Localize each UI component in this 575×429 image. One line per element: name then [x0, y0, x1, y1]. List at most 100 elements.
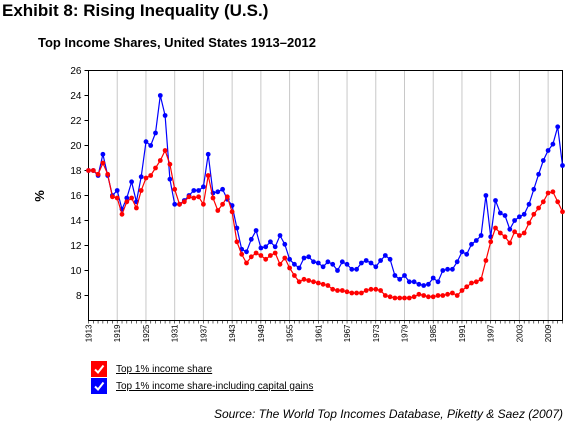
data-point — [153, 130, 158, 136]
data-point — [406, 279, 412, 285]
data-point — [162, 148, 168, 153]
x-tick-label: 1973 — [372, 324, 381, 342]
data-point — [124, 195, 130, 201]
data-point — [430, 294, 436, 300]
data-point — [311, 259, 316, 265]
data-point — [215, 189, 221, 195]
data-point — [148, 143, 154, 148]
data-point — [426, 281, 431, 287]
data-point — [536, 171, 541, 177]
data-point — [493, 225, 498, 231]
data-point — [373, 286, 379, 292]
data-point — [387, 256, 393, 262]
data-point — [100, 160, 106, 166]
data-point — [105, 171, 111, 177]
data-point — [268, 253, 273, 258]
data-point — [292, 273, 297, 278]
data-point — [435, 279, 441, 285]
data-point — [416, 291, 422, 297]
data-point — [143, 139, 149, 145]
data-point — [521, 211, 527, 217]
data-point — [320, 281, 326, 287]
checkmark-icon — [91, 361, 107, 377]
x-tick-label: 1985 — [429, 324, 438, 342]
data-point — [450, 266, 455, 272]
data-point — [473, 279, 479, 285]
data-point — [339, 259, 345, 265]
data-point — [382, 253, 388, 258]
data-point — [181, 199, 187, 205]
plot-area-frame — [88, 70, 563, 321]
data-point — [560, 163, 565, 168]
data-point — [196, 188, 202, 193]
data-point — [205, 151, 211, 157]
data-point — [560, 209, 565, 215]
data-point — [306, 254, 312, 260]
x-tick-label: 1943 — [228, 324, 237, 342]
data-point — [445, 266, 450, 272]
data-point — [325, 259, 331, 265]
data-point — [507, 240, 513, 246]
data-point — [426, 294, 431, 300]
data-point — [402, 273, 407, 278]
data-point — [224, 194, 230, 200]
data-point — [478, 276, 484, 282]
x-tick-label: 1949 — [257, 324, 266, 342]
data-point — [392, 295, 398, 301]
data-point — [378, 258, 383, 263]
x-tick-label: 1913 — [85, 324, 94, 342]
x-tick-label: 1937 — [199, 324, 208, 342]
y-tick-label: 20 — [70, 141, 82, 152]
data-point — [186, 194, 192, 200]
data-point — [143, 175, 149, 181]
data-point — [248, 254, 254, 260]
data-point — [306, 278, 312, 283]
data-point — [325, 283, 331, 288]
data-point — [497, 210, 503, 216]
data-point — [114, 195, 120, 201]
data-point — [469, 241, 474, 247]
data-point — [550, 141, 556, 147]
data-point — [335, 288, 340, 293]
x-tick-label: 1991 — [458, 324, 467, 342]
data-point — [124, 199, 130, 205]
data-point — [272, 244, 278, 250]
data-point — [239, 251, 245, 257]
data-point — [531, 211, 537, 217]
data-point — [292, 261, 297, 267]
data-point — [153, 165, 158, 171]
data-point — [311, 279, 316, 285]
data-point — [330, 261, 336, 267]
data-point — [234, 239, 240, 245]
series-layer — [86, 93, 565, 301]
data-point — [464, 284, 470, 290]
x-tick-label: 2003 — [515, 324, 524, 342]
data-point — [134, 205, 139, 211]
data-point — [201, 201, 206, 207]
data-point — [517, 214, 522, 220]
y-tick-label: 24 — [70, 91, 82, 102]
data-point — [129, 179, 135, 185]
data-point — [282, 241, 288, 247]
data-point — [110, 194, 115, 200]
data-point — [512, 218, 517, 223]
x-tick-label: 1967 — [343, 324, 352, 342]
data-point — [86, 168, 91, 173]
data-point — [440, 293, 446, 298]
source-note: Source: The World Top Incomes Database, … — [213, 407, 563, 421]
data-point — [555, 199, 561, 205]
data-point — [373, 264, 379, 270]
data-point — [100, 151, 106, 157]
y-tick-label: 10 — [70, 266, 82, 277]
data-point — [526, 220, 532, 226]
x-axis-ticks: 1913 1919 1925 1931 1937 1943 1949 1955 1961 1967… — [85, 320, 563, 342]
data-point — [368, 260, 374, 266]
legend-item-top-1pct: Top 1% income share — [91, 361, 212, 377]
data-point — [440, 268, 446, 273]
data-point — [402, 295, 407, 301]
data-point — [244, 249, 249, 255]
data-point — [387, 294, 393, 300]
data-point — [459, 249, 465, 255]
data-point — [359, 290, 364, 296]
data-point — [435, 293, 441, 298]
